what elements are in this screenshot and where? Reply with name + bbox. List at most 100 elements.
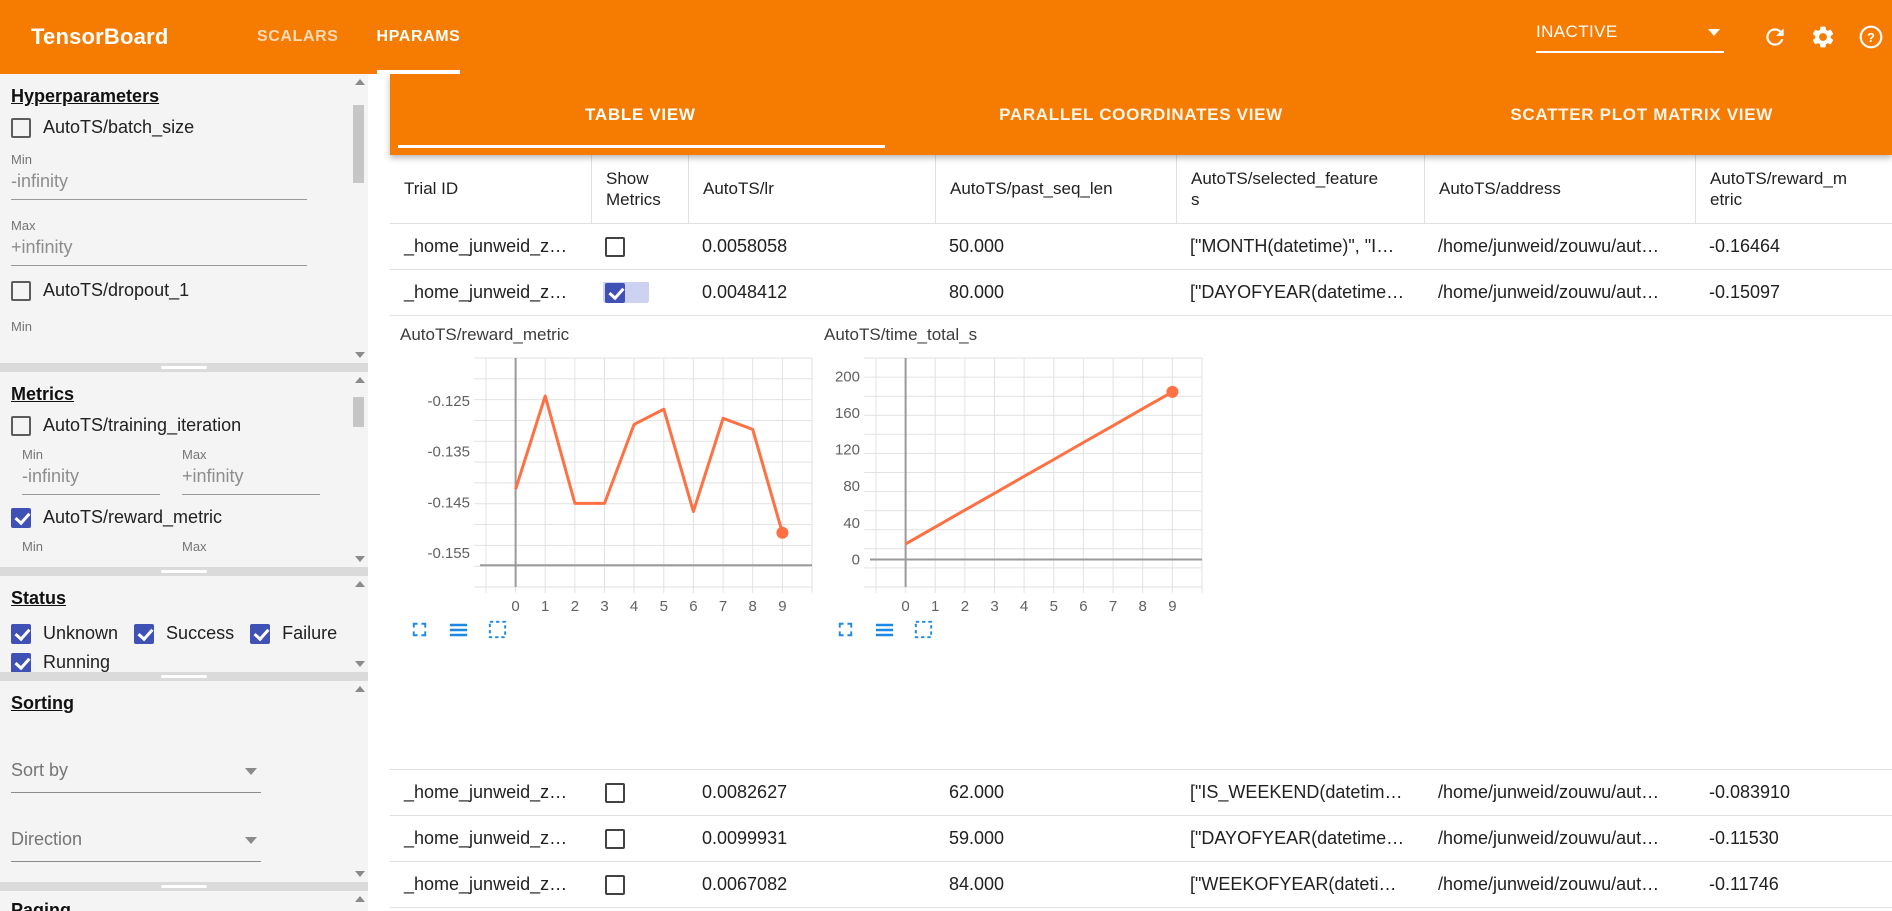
column-header-past-seq-len[interactable]: AutoTS/past_seq_len xyxy=(935,155,1176,223)
tab-parallel-coordinates-view[interactable]: PARALLEL COORDINATES VIEW xyxy=(999,104,1283,124)
show-metrics-checkbox[interactable] xyxy=(605,783,625,804)
show-metrics-checkbox[interactable] xyxy=(605,875,625,896)
batch-size-min-input[interactable]: -infinity xyxy=(11,167,307,200)
scroll-down-icon[interactable] xyxy=(355,556,365,562)
tab-scalars[interactable]: SCALARS xyxy=(257,28,339,45)
sorting-scrollbar xyxy=(352,684,365,879)
scroll-down-icon[interactable] xyxy=(355,661,365,667)
status-heading: Status xyxy=(11,588,67,608)
top-nav-tabs: SCALARS HPARAMS xyxy=(257,0,461,74)
svg-text:3: 3 xyxy=(600,598,608,613)
column-header-trial-id[interactable]: Trial ID xyxy=(404,179,459,199)
scrollbar-thumb[interactable] xyxy=(353,397,364,427)
reward-metric-cell: -0.11530 xyxy=(1709,828,1779,848)
max-input[interactable]: +infinity xyxy=(182,462,320,495)
reward-metric-cell: -0.083910 xyxy=(1709,782,1791,802)
sidebar-splitter xyxy=(0,363,368,372)
column-header-address[interactable]: AutoTS/address xyxy=(1424,155,1695,223)
trial-id-cell: _home_junweid_z… xyxy=(404,782,568,802)
status-checkboxes: Unknown Success Failure Running xyxy=(11,619,340,672)
training-iteration-label: AutoTS/training_iteration xyxy=(43,415,242,435)
batch-size-min-label: Min xyxy=(11,152,32,167)
fullscreen-icon[interactable] xyxy=(408,618,431,641)
status-success-checkbox[interactable] xyxy=(134,623,155,644)
svg-text:7: 7 xyxy=(719,598,727,613)
past-seq-len-cell: 84.000 xyxy=(949,874,1005,894)
column-header-show-metrics[interactable]: Show Metrics xyxy=(591,155,688,223)
scrollbar-thumb[interactable] xyxy=(353,105,364,183)
lr-cell: 0.0048412 xyxy=(702,282,788,302)
status-unknown-checkbox[interactable] xyxy=(11,623,31,644)
tab-scatter-plot-matrix-view[interactable]: SCATTER PLOT MATRIX VIEW xyxy=(1510,104,1774,124)
scroll-up-icon[interactable] xyxy=(355,79,365,85)
training-iteration-checkbox[interactable] xyxy=(11,415,31,436)
fullscreen-icon[interactable] xyxy=(834,618,857,641)
splitter-handle[interactable] xyxy=(161,366,207,369)
selection-box-icon[interactable] xyxy=(912,618,935,641)
time-total-line-chart: 200 160 120 80 40 0 0 1 2 3 4 5 6 7 8 9 xyxy=(835,357,1203,613)
data-table-icon[interactable] xyxy=(447,618,470,641)
table-row: _home_junweid_z… 0.0082627 62.000 ["IS_W… xyxy=(390,770,1892,816)
reward-metric-range: Min Max xyxy=(22,537,340,554)
svg-text:9: 9 xyxy=(1168,598,1176,613)
sorting-panel: Sorting Sort by Direction xyxy=(0,681,368,882)
scroll-up-icon[interactable] xyxy=(355,581,365,587)
dropout-min-label: Min xyxy=(11,319,32,334)
svg-text:-0.155: -0.155 xyxy=(427,545,470,562)
direction-dropdown[interactable]: Direction xyxy=(11,829,261,862)
tab-hparams[interactable]: HPARAMS xyxy=(376,0,461,74)
chart-title: AutoTS/reward_metric xyxy=(400,325,570,344)
session-metrics-panel: AutoTS/reward_metric -0.125 -0.135 -0.145-… xyxy=(390,316,1892,770)
address-cell: /home/junweid/zouwu/aut… xyxy=(1438,874,1660,894)
splitter-handle[interactable] xyxy=(161,885,207,888)
reward-metric-cell: -0.16464 xyxy=(1709,236,1781,256)
svg-text:4: 4 xyxy=(1020,598,1028,613)
help-icon[interactable]: ? xyxy=(1858,24,1884,50)
tab-table-view[interactable]: TABLE VIEW xyxy=(390,74,891,155)
status-failure-label: Failure xyxy=(282,623,338,643)
trial-id-cell: _home_junweid_z… xyxy=(404,282,568,302)
app-title: TensorBoard xyxy=(31,24,169,49)
training-iteration-range: Min -infinity Max +infinity xyxy=(22,445,340,495)
splitter-handle[interactable] xyxy=(161,675,207,678)
reward-metric-checkbox[interactable] xyxy=(11,507,31,528)
svg-text:80: 80 xyxy=(843,478,860,495)
svg-text:40: 40 xyxy=(843,515,860,532)
column-header-lr[interactable]: AutoTS/lr xyxy=(688,155,935,223)
status-running-checkbox[interactable] xyxy=(11,652,31,672)
data-table-icon[interactable] xyxy=(873,618,896,641)
selection-box-icon[interactable] xyxy=(486,618,509,641)
splitter-handle[interactable] xyxy=(161,570,207,573)
batch-size-checkbox[interactable] xyxy=(11,117,31,138)
status-failure-checkbox[interactable] xyxy=(250,623,271,644)
scroll-down-icon[interactable] xyxy=(355,871,365,877)
dropout-checkbox[interactable] xyxy=(11,280,31,301)
svg-text:200: 200 xyxy=(835,368,860,385)
hyperparameters-scrollbar xyxy=(352,77,365,360)
scroll-up-icon[interactable] xyxy=(355,377,365,383)
selected-features-cell: ["DAYOFYEAR(datetime… xyxy=(1190,828,1405,848)
settings-gear-icon[interactable] xyxy=(1810,24,1836,50)
scroll-up-icon[interactable] xyxy=(355,896,365,902)
sort-by-dropdown[interactable]: Sort by xyxy=(11,760,261,793)
min-input[interactable]: -infinity xyxy=(22,462,160,495)
show-metrics-checkbox[interactable] xyxy=(605,283,625,304)
show-metrics-checkbox[interactable] xyxy=(605,829,625,850)
reward-metric-chart-block: AutoTS/reward_metric -0.125 -0.135 -0.145-… xyxy=(400,325,814,765)
header-actions: INACTIVE ? xyxy=(1536,0,1884,74)
lr-cell: 0.0058058 xyxy=(702,236,788,256)
min-label: Min xyxy=(22,447,43,462)
address-cell: /home/junweid/zouwu/aut… xyxy=(1438,282,1660,302)
scroll-down-icon[interactable] xyxy=(355,352,365,358)
metrics-scrollbar xyxy=(352,375,365,564)
column-header-reward-metric[interactable]: AutoTS/reward_metric xyxy=(1695,155,1892,223)
batch-size-max-input[interactable]: +infinity xyxy=(11,233,307,266)
svg-text:-0.135: -0.135 xyxy=(427,444,470,461)
show-metrics-checkbox[interactable] xyxy=(605,237,625,258)
app-header: TensorBoard SCALARS HPARAMS INACTIVE ? xyxy=(0,0,1892,74)
column-header-selected-features[interactable]: AutoTS/selected_features xyxy=(1176,155,1424,223)
sidebar-splitter xyxy=(0,567,368,576)
scroll-up-icon[interactable] xyxy=(355,686,365,692)
refresh-icon[interactable] xyxy=(1762,24,1788,50)
runs-status-dropdown[interactable]: INACTIVE xyxy=(1536,22,1724,53)
